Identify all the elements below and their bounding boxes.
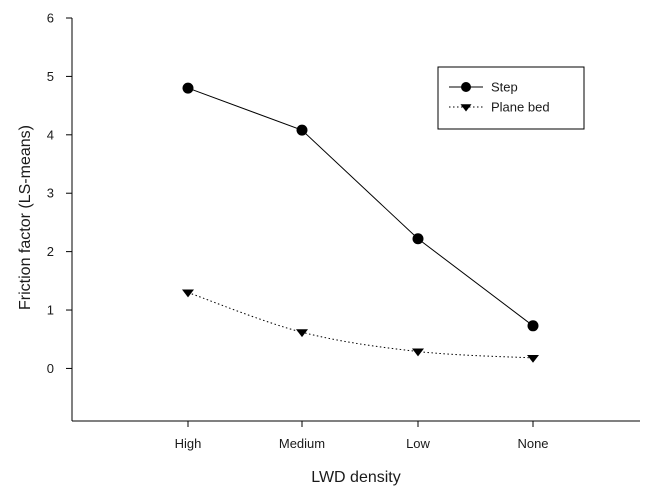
x-axis-title: LWD density xyxy=(311,469,401,486)
legend-marker xyxy=(460,104,472,112)
series-line xyxy=(187,87,534,327)
series-step xyxy=(182,82,539,332)
x-tick-label: None xyxy=(517,436,548,451)
y-tick-label: 1 xyxy=(47,303,54,318)
axes xyxy=(71,18,640,422)
data-point xyxy=(182,289,194,298)
x-tick-label: High xyxy=(175,436,202,451)
y-axis-title: Friction factor (LS-means) xyxy=(17,125,34,310)
series-plane-bed xyxy=(182,289,539,363)
legend-marker xyxy=(461,82,471,92)
x-tick-label: Medium xyxy=(279,436,325,451)
legend-item: Step xyxy=(449,80,518,95)
legend-item: Plane bed xyxy=(449,100,550,115)
data-point xyxy=(296,124,308,136)
data-point xyxy=(527,320,539,332)
y-tick-label: 6 xyxy=(47,11,54,26)
data-point xyxy=(296,329,308,338)
series-group xyxy=(182,82,539,363)
legend-box xyxy=(437,66,585,130)
legend: Step Plane bed xyxy=(437,66,585,130)
x-tick-label: Low xyxy=(406,436,430,451)
y-tick-label: 5 xyxy=(47,69,54,84)
data-point xyxy=(527,354,539,363)
x-ticks: High Medium Low None xyxy=(175,421,549,451)
y-tick-label: 2 xyxy=(47,244,54,259)
data-point xyxy=(412,348,424,357)
y-tick-label: 3 xyxy=(47,186,54,201)
data-point xyxy=(182,82,194,94)
y-tick-label: 0 xyxy=(47,361,54,376)
y-tick-label: 4 xyxy=(47,127,54,142)
series-line xyxy=(187,292,534,359)
data-point xyxy=(412,233,424,245)
legend-label: Plane bed xyxy=(491,100,550,115)
y-ticks: 0 1 2 3 4 5 6 xyxy=(47,11,72,376)
legend-label: Step xyxy=(491,80,518,95)
